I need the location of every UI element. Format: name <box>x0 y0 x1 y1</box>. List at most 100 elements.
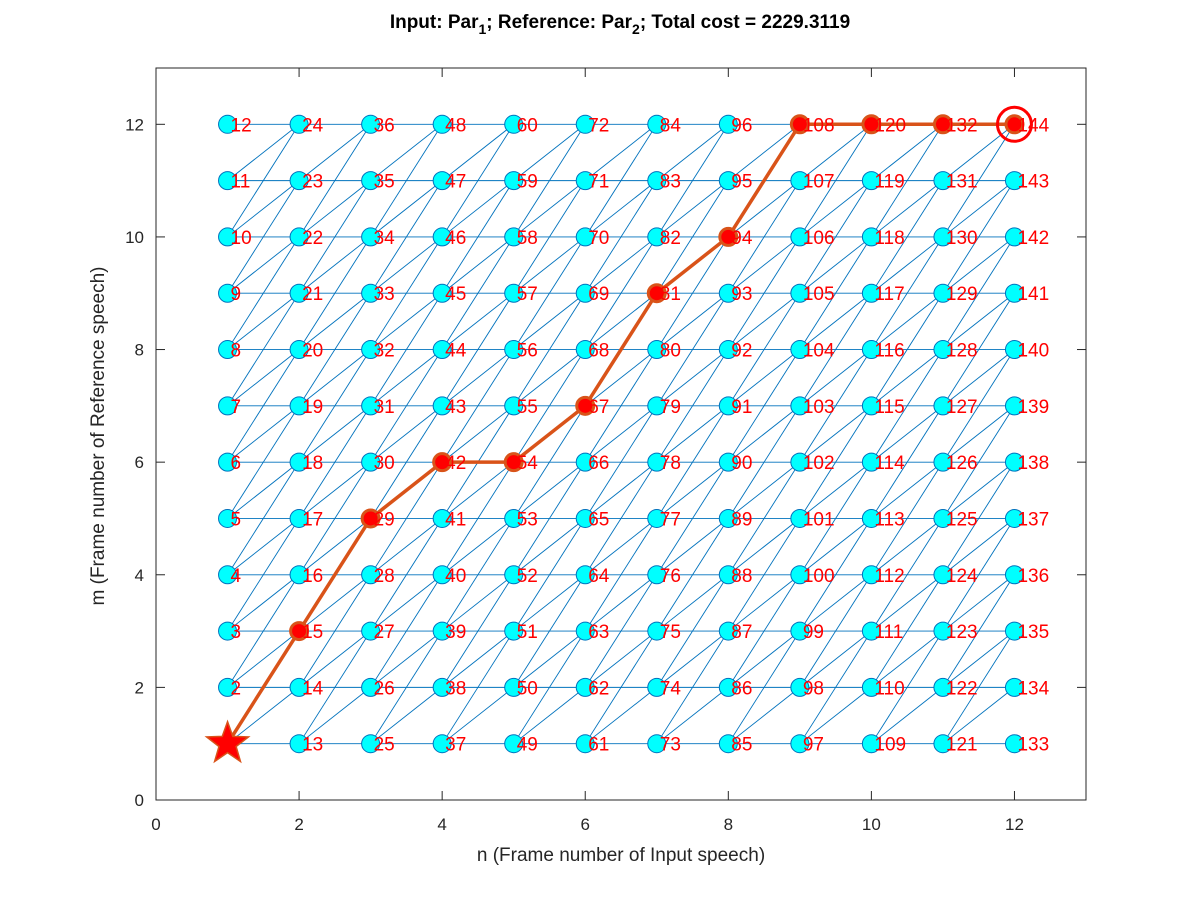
node-index-label: 122 <box>946 678 978 699</box>
grid-node <box>432 396 452 416</box>
node-index-label: 62 <box>588 678 609 699</box>
grid-node <box>1004 677 1024 697</box>
grid-node <box>647 114 667 134</box>
node-index-label: 49 <box>517 735 538 756</box>
grid-node <box>718 283 738 303</box>
node-index-label: 88 <box>731 566 752 587</box>
grid-node <box>790 171 810 191</box>
transition-edge <box>942 123 1015 181</box>
transition-edge <box>799 405 872 463</box>
grid-nodes <box>218 114 1024 754</box>
grid-node <box>575 452 595 472</box>
grid-node <box>861 452 881 472</box>
transition-edge <box>298 461 371 519</box>
grid-node <box>218 677 238 697</box>
node-index-label: 69 <box>588 284 609 305</box>
transition-edge <box>584 574 658 632</box>
grid-node <box>432 283 452 303</box>
node-index-label: 117 <box>874 284 904 305</box>
node-index-label: 109 <box>874 735 906 756</box>
grid-node <box>933 677 953 697</box>
transition-edge <box>370 236 443 294</box>
grid-node <box>504 340 524 360</box>
node-index-label: 24 <box>302 115 324 136</box>
node-index-label: 21 <box>302 284 323 305</box>
node-index-label: 71 <box>588 172 609 193</box>
node-index-label: 93 <box>731 284 752 305</box>
x-tick-label: 10 <box>862 815 881 834</box>
node-index-label: 118 <box>874 228 904 249</box>
grid-node <box>575 621 595 641</box>
transition-edge <box>942 292 1015 350</box>
title-part-2: ; Reference: Par <box>486 12 632 33</box>
chart-title: Input: Par1; Reference: Par2; Total cost… <box>390 12 850 37</box>
node-index-label: 4 <box>231 566 242 587</box>
grid-node <box>718 114 738 134</box>
title-sub-2: 2 <box>632 21 640 37</box>
node-index-label: 28 <box>374 566 395 587</box>
transition-edge <box>656 349 729 407</box>
node-index-label: 87 <box>731 622 752 643</box>
node-index-label: 63 <box>588 622 609 643</box>
path-point <box>789 114 810 135</box>
transition-edge <box>441 630 514 688</box>
grid-node <box>933 621 953 641</box>
node-index-label: 130 <box>946 228 978 249</box>
node-index-label: 68 <box>588 341 609 362</box>
node-index-label: 37 <box>445 735 466 756</box>
transition-edge <box>728 630 801 688</box>
grid-node <box>718 340 738 360</box>
transition-edge <box>871 461 944 519</box>
node-index-label: 113 <box>874 509 904 530</box>
transition-edge <box>656 574 729 632</box>
transition-edge <box>370 630 443 688</box>
grid-node <box>933 508 953 528</box>
node-index-label: 47 <box>445 172 466 193</box>
node-index-label: 107 <box>803 172 835 193</box>
optimal-path-line <box>226 122 1015 745</box>
node-index-label: 114 <box>874 453 905 474</box>
path-point <box>861 114 882 135</box>
transition-edge <box>298 180 371 238</box>
transition-edge <box>441 236 514 294</box>
grid-node <box>361 677 381 697</box>
transition-edge <box>728 349 801 407</box>
grid-node <box>647 565 667 585</box>
transition-edge <box>799 518 872 576</box>
grid-node <box>575 734 595 754</box>
grid-node <box>289 452 309 472</box>
transition-edge <box>513 687 586 745</box>
node-index-label: 58 <box>517 228 538 249</box>
transition-edge <box>441 518 514 576</box>
grid-node <box>432 340 452 360</box>
transition-edge <box>942 687 1015 745</box>
node-index-label: 12 <box>231 115 252 136</box>
title-sub-1: 1 <box>478 21 486 37</box>
grid-node <box>647 396 667 416</box>
node-index-label: 13 <box>302 735 323 756</box>
grid-node <box>861 621 881 641</box>
grid-node <box>790 565 810 585</box>
node-index-label: 2 <box>231 678 242 699</box>
node-index-label: 101 <box>803 509 835 530</box>
transition-edge <box>871 405 944 463</box>
grid-node <box>361 734 381 754</box>
transition-edge <box>728 236 801 294</box>
y-tick-label: 0 <box>135 791 144 810</box>
transition-edge <box>942 349 1015 407</box>
node-index-label: 99 <box>803 622 824 643</box>
transition-edges <box>227 123 1015 745</box>
node-index-label: 142 <box>1017 228 1049 249</box>
transition-edge <box>441 574 514 632</box>
grid-node <box>218 283 238 303</box>
grid-node <box>218 396 238 416</box>
grid-node <box>933 734 953 754</box>
grid-node <box>504 565 524 585</box>
grid-node <box>575 171 595 191</box>
grid-node <box>933 396 953 416</box>
node-index-label: 60 <box>517 115 538 136</box>
node-index-label: 5 <box>231 509 242 530</box>
node-index-label: 136 <box>1017 566 1049 587</box>
grid-node <box>289 114 309 134</box>
path-point <box>1004 114 1025 135</box>
